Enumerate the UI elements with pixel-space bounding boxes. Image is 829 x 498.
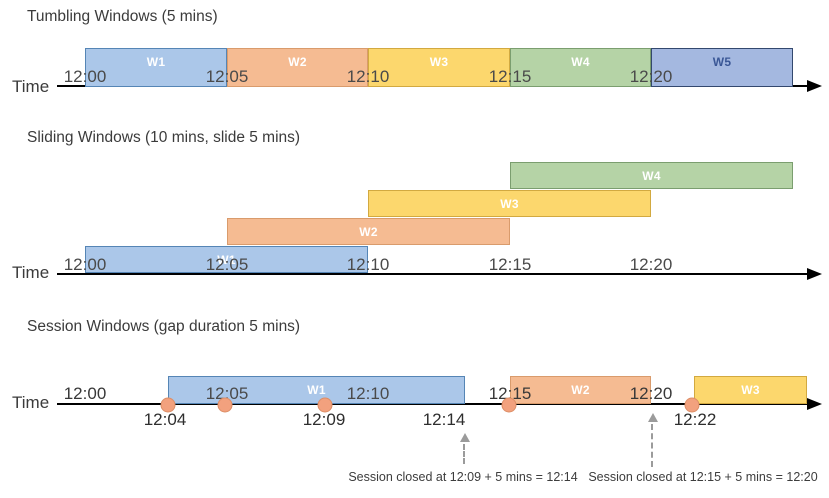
session-window-w2: W2 (510, 376, 651, 404)
session-timeline-arrowhead-icon (807, 398, 822, 410)
event-dot (684, 397, 700, 413)
tumbling-tick: 12:15 (488, 67, 532, 86)
sliding-tick: 12:15 (488, 255, 532, 274)
callout-arrow-line (651, 424, 653, 467)
event-time-label: 12:14 (422, 410, 466, 429)
window-label: W2 (288, 55, 307, 69)
window-label: W1 (307, 383, 326, 397)
tumbling-timeline-arrowhead-icon (807, 80, 822, 92)
session-axis-label: Time (12, 393, 50, 412)
session-tick: 12:20 (629, 384, 673, 403)
sliding-timeline (57, 273, 807, 275)
callout-arrowhead-icon (648, 413, 658, 422)
session-closed-annotation: Session closed at 12:15 + 5 mins = 12:20 (588, 470, 818, 484)
sliding-window-w4: W4 (510, 162, 793, 189)
tumbling-window-w3: W3 (368, 48, 510, 87)
sliding-timeline-arrowhead-icon (807, 268, 822, 280)
window-label: W2 (359, 224, 378, 239)
sliding-window-w2: W2 (227, 218, 510, 245)
window-label: W3 (429, 55, 449, 69)
sliding-tick: 12:00 (63, 255, 107, 274)
session-title: Session Windows (gap duration 5 mins) (27, 318, 301, 335)
event-time-label: 12:04 (143, 410, 187, 429)
sliding-axis-label: Time (12, 263, 50, 282)
sliding-tick: 12:20 (629, 255, 673, 274)
callout-arrow-line (463, 444, 465, 464)
sliding-window-w3: W3 (368, 190, 651, 217)
tumbling-window-w5: W5 (651, 48, 793, 87)
window-label: W2 (571, 383, 590, 397)
window-label: W3 (500, 196, 519, 211)
sliding-tick: 12:05 (205, 255, 249, 274)
event-dot (501, 397, 517, 413)
window-label: W5 (712, 55, 732, 69)
session-window-w3: W3 (694, 376, 807, 404)
session-tick: 12:00 (63, 384, 107, 403)
tumbling-tick: 12:05 (205, 67, 249, 86)
window-label: W4 (571, 55, 590, 69)
session-tick: 12:10 (346, 384, 390, 403)
window-label: W1 (217, 252, 236, 267)
window-label: W3 (741, 383, 760, 397)
window-label: W1 (146, 55, 166, 69)
window-label: W4 (642, 168, 661, 183)
tumbling-title: Tumbling Windows (5 mins) (27, 8, 218, 25)
event-time-label: 12:22 (673, 410, 717, 429)
event-time-label: 12:09 (302, 410, 346, 429)
callout-arrowhead-icon (460, 433, 470, 442)
event-dot (217, 397, 233, 413)
session-window-w1: W1 (168, 376, 465, 404)
tumbling-window-w1: W1 (85, 48, 227, 87)
tumbling-tick: 12:20 (629, 67, 673, 86)
session-tick: 12:05 (205, 384, 249, 403)
sliding-window-w1: W1 (85, 246, 368, 273)
tumbling-axis-label: Time (12, 77, 50, 96)
tumbling-tick: 12:00 (63, 67, 107, 86)
tumbling-window-w2: W2 (227, 48, 368, 87)
session-closed-annotation: Session closed at 12:09 + 5 mins = 12:14 (348, 470, 578, 484)
event-dot (317, 397, 333, 413)
session-tick: 12:15 (488, 384, 532, 403)
tumbling-tick: 12:10 (346, 67, 390, 86)
sliding-tick: 12:10 (346, 255, 390, 274)
event-dot (160, 397, 176, 413)
session-timeline (57, 403, 807, 405)
sliding-title: Sliding Windows (10 mins, slide 5 mins) (27, 129, 301, 146)
tumbling-window-w4: W4 (510, 48, 651, 87)
